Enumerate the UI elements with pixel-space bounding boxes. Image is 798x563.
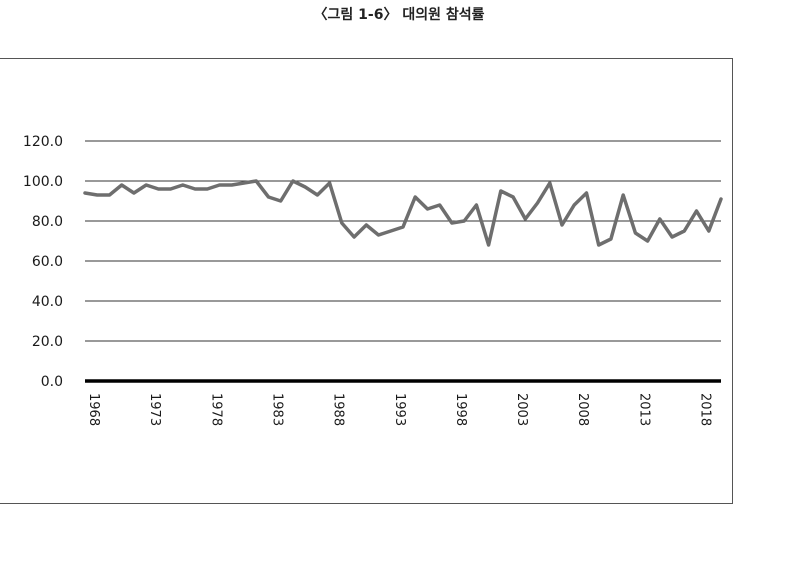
data-point: [364, 223, 368, 227]
x-tick-label: 1968: [86, 393, 101, 426]
x-axis-ticks: 1968 1973 1978 1983 1988 1993 1998 2003 2008 2013…: [86, 393, 713, 426]
data-point: [707, 229, 711, 233]
chart-frame: [0, 58, 733, 504]
data-point: [523, 217, 527, 221]
y-tick-label: 20.0: [32, 334, 63, 350]
data-point: [621, 193, 625, 197]
data-point: [377, 233, 380, 237]
data-point: [413, 195, 417, 199]
data-point: [462, 219, 466, 223]
x-tick-label: 1983: [269, 393, 284, 426]
x-tick-label: 2003: [514, 393, 529, 426]
y-axis-ticks: 0.0 20.0 40.0 60.0 80.0 100.0 120.0: [23, 134, 63, 390]
data-point: [132, 191, 136, 195]
x-tick-label: 1993: [392, 393, 407, 426]
series-line: [83, 179, 723, 247]
data-point: [597, 243, 601, 247]
y-tick-label: 120.0: [23, 134, 63, 150]
x-tick-label: 1973: [147, 393, 162, 426]
data-point: [230, 183, 234, 187]
data-point: [181, 183, 185, 187]
y-tick-label: 80.0: [32, 214, 63, 230]
data-point: [169, 187, 173, 191]
data-point: [719, 197, 723, 201]
x-tick-label: 2018: [698, 393, 713, 426]
data-point: [328, 181, 332, 185]
data-point: [401, 225, 405, 229]
x-tick-label: 2008: [575, 393, 590, 426]
data-point: [218, 183, 221, 187]
data-point: [193, 187, 197, 191]
x-tick-label: 1988: [331, 393, 346, 426]
data-point: [267, 195, 270, 199]
y-tick-label: 100.0: [23, 174, 63, 190]
data-point: [511, 195, 515, 199]
data-point: [646, 239, 650, 243]
data-point: [426, 207, 429, 211]
data-point: [340, 221, 344, 225]
data-point: [695, 209, 698, 213]
data-point: [474, 203, 478, 207]
data-point: [389, 229, 393, 233]
data-point: [499, 189, 503, 193]
data-point: [658, 217, 662, 221]
data-point: [279, 199, 283, 203]
data-point: [242, 181, 246, 185]
y-tick-label: 40.0: [32, 294, 63, 310]
chart-title: 〈그림 1-6〉 대의원 참석률: [313, 7, 485, 23]
data-point: [572, 203, 576, 207]
series-layer: [83, 179, 723, 247]
x-tick-label: 1978: [208, 393, 223, 426]
data-point: [144, 183, 148, 187]
data-point: [291, 179, 295, 183]
data-point: [536, 201, 539, 205]
y-tick-label: 0.0: [41, 374, 63, 390]
data-point: [548, 181, 552, 185]
data-point: [108, 193, 111, 197]
data-point: [254, 179, 258, 183]
x-tick-label: 2013: [636, 393, 651, 426]
data-point: [585, 191, 588, 195]
x-tick-label: 1998: [453, 393, 468, 426]
y-tick-label: 60.0: [32, 254, 63, 270]
data-point: [633, 231, 637, 235]
data-point: [352, 235, 356, 239]
data-point: [670, 235, 674, 239]
data-point: [560, 223, 564, 227]
data-point: [120, 183, 124, 187]
data-point: [205, 187, 209, 191]
data-point: [83, 191, 87, 195]
gridlines: [85, 140, 721, 383]
data-point: [315, 193, 319, 197]
data-point: [487, 243, 491, 247]
data-point: [95, 193, 99, 197]
data-point: [450, 221, 454, 225]
data-point: [682, 229, 686, 233]
data-point: [609, 237, 613, 241]
data-point: [438, 203, 442, 207]
data-point: [303, 185, 307, 189]
data-point: [156, 187, 160, 191]
